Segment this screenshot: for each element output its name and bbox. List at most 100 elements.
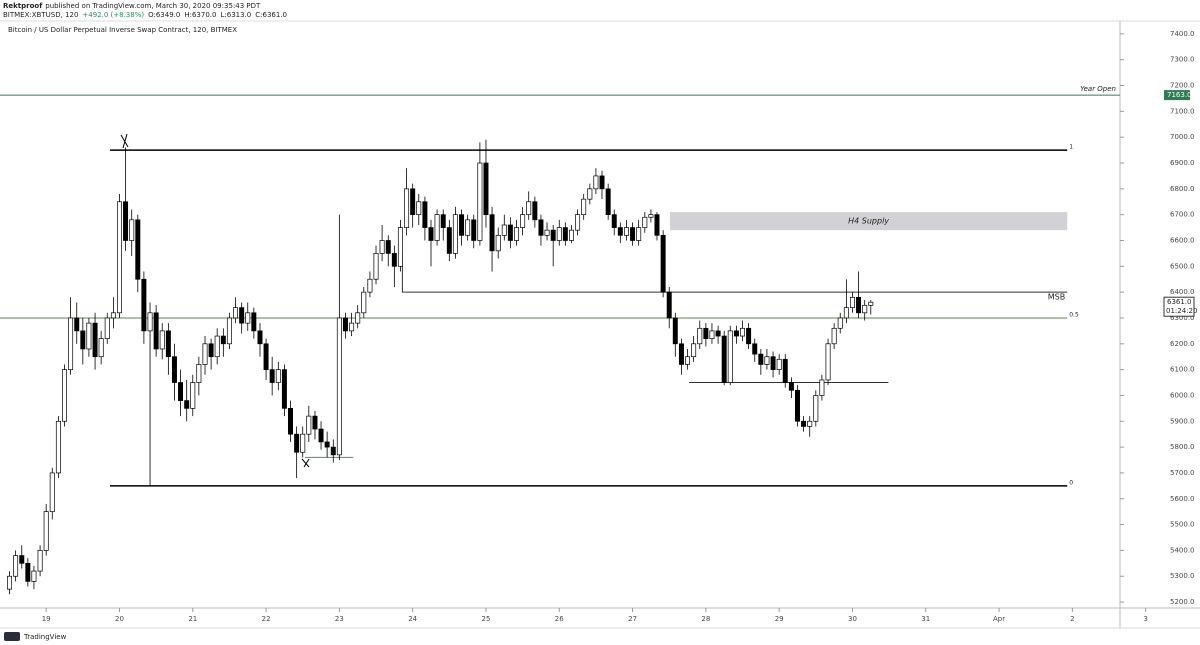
candle-body (62, 369, 67, 422)
candle-body (813, 395, 819, 422)
candle-body (233, 307, 238, 319)
ohlc: O:6349.0 (148, 11, 180, 19)
candle-body (104, 317, 110, 339)
candle-body (379, 240, 385, 254)
ohlc: H:6370.0 (184, 11, 216, 19)
candle-body (532, 201, 538, 221)
fib-label: 1 (1069, 144, 1073, 151)
candle-body (562, 227, 568, 241)
candle-body (410, 188, 416, 216)
x-tick-label: 19 (42, 615, 51, 623)
y-tick-label: 5400.0 (1170, 546, 1195, 554)
candle-body (385, 240, 391, 254)
candle-body (526, 201, 532, 216)
candle-body (721, 335, 727, 383)
ohlc: L:6313.0 (220, 11, 251, 19)
candle-body (599, 175, 605, 190)
candle-body (642, 216, 648, 228)
candle-body (660, 234, 666, 293)
candle-body (257, 330, 263, 345)
year-open-label: 7163.0 (1167, 91, 1192, 99)
x-tick-label: 28 (701, 615, 710, 623)
candle-body (135, 219, 141, 280)
candle-body (318, 428, 324, 443)
candle-body (636, 227, 642, 241)
x-tick-label: 20 (115, 615, 124, 623)
candle-body (330, 446, 336, 456)
msb-label: MSB (1048, 293, 1065, 302)
candle-body (727, 330, 733, 383)
y-tick-label: 6800.0 (1170, 185, 1195, 193)
brand-logo (4, 632, 20, 641)
y-tick-label: 5700.0 (1170, 469, 1195, 477)
candle-body (514, 227, 520, 241)
candle-body (452, 214, 458, 254)
candle-body (129, 219, 135, 241)
candle-body (459, 214, 465, 236)
candle-body (819, 379, 825, 396)
y-tick-label: 6700.0 (1170, 211, 1195, 219)
candle-body (654, 214, 660, 236)
candle-body (446, 227, 452, 254)
symbol: BITMEX:XBTUSD, 120 (3, 11, 78, 19)
candle-body (263, 343, 269, 370)
candle-body (550, 229, 556, 241)
candle-body (630, 227, 636, 241)
last-price-tag (1163, 296, 1195, 317)
y-tick-label: 6900.0 (1170, 159, 1195, 167)
candle-body (287, 408, 293, 435)
x-mark (120, 133, 129, 149)
candle-body (440, 214, 446, 228)
y-tick-label: 5500.0 (1170, 521, 1195, 529)
candle-body (538, 219, 544, 236)
brand: TradingView (23, 633, 67, 641)
candle-body (611, 214, 617, 228)
candle-body (733, 330, 739, 337)
change: +492.0 (+8.38%) (82, 11, 144, 19)
candle-body (807, 420, 813, 427)
countdown: 01:24:20 (1166, 307, 1197, 315)
candle-body (281, 369, 287, 409)
candle-body (575, 214, 581, 231)
y-tick-label: 5600.0 (1170, 495, 1195, 503)
x-tick-label: 31 (921, 615, 930, 623)
y-tick-label: 6300.0 (1170, 314, 1195, 322)
candle-body (837, 317, 843, 329)
candle-body (74, 317, 80, 332)
candle-body (13, 555, 19, 577)
x-tick-label: 3 (1143, 615, 1147, 623)
candle-body (373, 253, 379, 280)
candle-body (294, 433, 300, 453)
candle-body (788, 382, 794, 391)
candle-body (868, 301, 874, 306)
candle-body (98, 338, 104, 358)
x-tick-label: 21 (188, 615, 197, 623)
x-tick-label: 29 (775, 615, 784, 623)
candle-body (184, 400, 190, 409)
candle-body (208, 343, 214, 358)
y-tick-label: 5800.0 (1170, 443, 1195, 451)
y-tick-label: 7400.0 (1170, 30, 1195, 38)
candle-body (678, 343, 684, 365)
candle-body (171, 356, 177, 383)
y-tick-label: 5200.0 (1170, 598, 1195, 606)
candle-body (556, 227, 562, 241)
y-tick-label: 6500.0 (1170, 262, 1195, 270)
y-tick-label: 7200.0 (1170, 82, 1195, 90)
candle-body (477, 162, 483, 241)
candle-body (355, 312, 361, 324)
x-tick-label: 23 (335, 615, 344, 623)
candle-body (202, 343, 208, 365)
candle-body (770, 356, 776, 370)
author: Rektproof (3, 2, 43, 10)
candle-body (324, 441, 330, 448)
candle-body (275, 369, 281, 383)
candle-body (37, 550, 43, 572)
candle-body (617, 227, 623, 236)
candle-body (691, 343, 697, 358)
candle-body (471, 219, 477, 241)
candle-body (489, 214, 495, 252)
candle-body (862, 304, 868, 314)
candle-body (269, 369, 275, 383)
